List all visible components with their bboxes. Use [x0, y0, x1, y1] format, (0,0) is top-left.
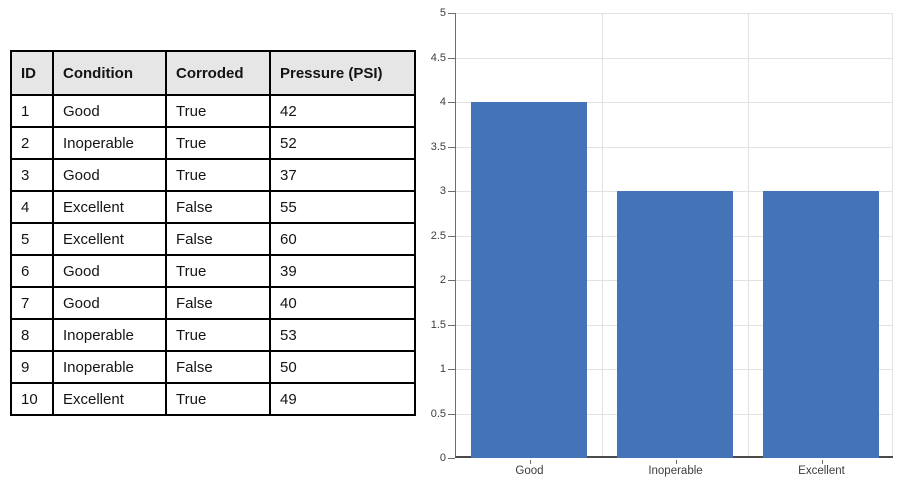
gridline-horizontal	[456, 57, 893, 59]
table-row: 7 Good False 40	[10, 286, 416, 320]
table-cell: False	[165, 222, 271, 256]
x-axis-label: Excellent	[798, 465, 845, 477]
y-axis-tick	[448, 13, 455, 14]
bar-inoperable	[616, 191, 734, 458]
table-cell: Excellent	[52, 222, 167, 256]
gridline-vertical	[891, 13, 893, 456]
gridline-vertical	[748, 13, 749, 456]
y-axis-label: 2	[439, 274, 446, 286]
table-cell: 42	[269, 94, 416, 128]
column-header-id: ID	[10, 50, 54, 96]
table-cell: 10	[10, 382, 54, 416]
y-axis-label: 3.5	[430, 140, 446, 153]
column-header-corroded: Corroded	[165, 50, 271, 96]
condition-count-bar-chart: 0 0.5 1 1.5 2 2.5 3 3.5 4 4.5 5 Good Inoperable Excel…	[420, 0, 904, 487]
table-row: 2 Inoperable True 52	[10, 126, 416, 160]
table-cell: 39	[269, 254, 416, 288]
table-cell: 60	[269, 222, 416, 256]
table-row: 8 Inoperable True 53	[10, 318, 416, 352]
table-body: 1 Good True 42 2 Inoperable True 52 3 Good True 37 4…	[10, 94, 416, 416]
table-cell: Good	[52, 94, 167, 128]
table-cell: True	[165, 318, 271, 352]
y-axis-label: 0.5	[430, 407, 446, 420]
y-axis-label: 1.5	[430, 318, 446, 331]
table-cell: False	[165, 190, 271, 224]
gridline-vertical	[602, 13, 603, 456]
y-axis-tick	[448, 413, 455, 415]
y-axis-tick	[448, 280, 455, 281]
table-cell: 9	[10, 350, 54, 384]
table-cell: Inoperable	[52, 318, 167, 352]
table-cell: 1	[10, 94, 54, 128]
table-cell: True	[165, 382, 271, 416]
x-axis-label: Inoperable	[648, 465, 703, 477]
table-cell: 49	[269, 382, 416, 416]
table-row: 3 Good True 37	[10, 158, 416, 192]
table-row: 6 Good True 39	[10, 254, 416, 288]
y-axis-tick	[448, 324, 455, 326]
table-head: ID Condition Corroded Pressure (PSI)	[10, 50, 416, 96]
pipes-data-table: ID Condition Corroded Pressure (PSI) 1 Good T…	[10, 50, 416, 416]
table-cell: True	[165, 126, 271, 160]
y-axis-label: 2.5	[430, 229, 446, 242]
y-axis-label: 5	[439, 7, 446, 19]
y-axis-label: 4	[439, 96, 446, 108]
bar-excellent	[762, 191, 880, 458]
table-cell: True	[165, 254, 271, 288]
table-cell: 5	[10, 222, 54, 256]
table-cell: 8	[10, 318, 54, 352]
table-cell: 4	[10, 190, 54, 224]
table-cell: 40	[269, 286, 416, 320]
table-cell: True	[165, 158, 271, 192]
table-row: 4 Excellent False 55	[10, 190, 416, 224]
chart-plot-area	[455, 13, 893, 458]
table-cell: 3	[10, 158, 54, 192]
table-cell: 52	[269, 126, 416, 160]
table-cell: False	[165, 350, 271, 384]
y-axis-tick	[448, 57, 455, 59]
x-axis-tick	[675, 460, 677, 464]
table-cell: 7	[10, 286, 54, 320]
y-axis-label: 0	[439, 452, 446, 464]
table-cell: Good	[52, 158, 167, 192]
table-cell: 55	[269, 190, 416, 224]
table-cell: 53	[269, 318, 416, 352]
y-axis-tick	[448, 235, 455, 237]
x-axis-label: Good	[515, 465, 544, 477]
gridline-horizontal	[456, 102, 893, 103]
table-row: 5 Excellent False 60	[10, 222, 416, 256]
y-axis-tick	[448, 146, 455, 148]
table-row: 9 Inoperable False 50	[10, 350, 416, 384]
gridline-horizontal	[456, 13, 893, 14]
table-cell: Inoperable	[52, 350, 167, 384]
y-axis-label: 1	[439, 363, 446, 375]
table-cell: 6	[10, 254, 54, 288]
y-axis-tick	[448, 102, 455, 103]
table-cell: Inoperable	[52, 126, 167, 160]
table-header-row: ID Condition Corroded Pressure (PSI)	[10, 50, 416, 96]
x-axis-tick	[529, 460, 531, 464]
x-axis-tick	[821, 460, 823, 464]
table-cell: Good	[52, 254, 167, 288]
table-row: 1 Good True 42	[10, 94, 416, 128]
y-axis-label: 3	[439, 185, 446, 197]
table-cell: Excellent	[52, 382, 167, 416]
table-cell: Good	[52, 286, 167, 320]
y-axis-tick	[448, 458, 455, 459]
table-cell: 2	[10, 126, 54, 160]
gridline-horizontal	[456, 146, 893, 148]
column-header-condition: Condition	[52, 50, 167, 96]
y-axis-label: 4.5	[430, 51, 446, 64]
table-cell: 50	[269, 350, 416, 384]
column-header-pressure-psi: Pressure (PSI)	[269, 50, 416, 96]
table-cell: 37	[269, 158, 416, 192]
table-cell: True	[165, 94, 271, 128]
y-axis-tick	[448, 369, 455, 370]
table-row: 10 Excellent True 49	[10, 382, 416, 416]
y-axis-tick	[448, 191, 455, 192]
table-cell: False	[165, 286, 271, 320]
table-cell: Excellent	[52, 190, 167, 224]
bar-good	[470, 102, 588, 458]
